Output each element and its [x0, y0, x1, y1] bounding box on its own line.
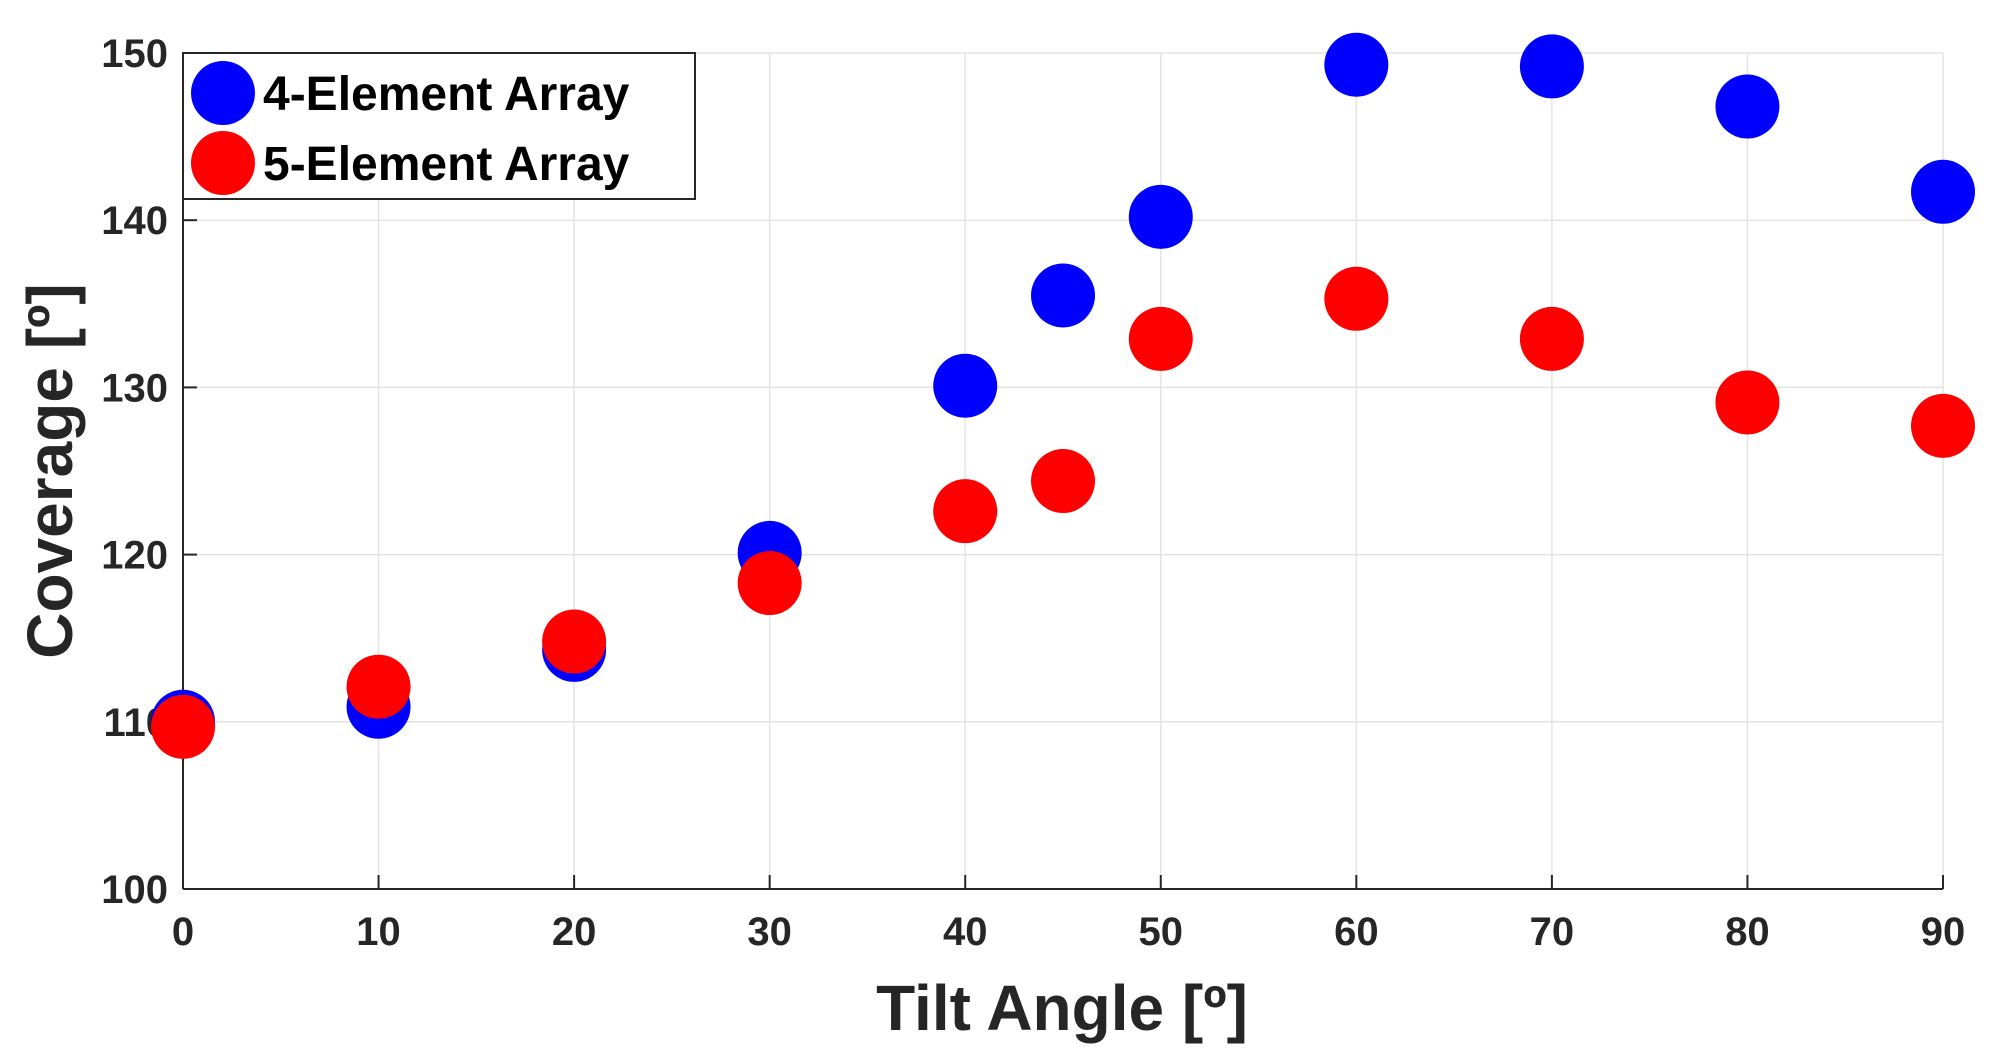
data-point-5-element	[1519, 306, 1584, 371]
data-point-5-element	[151, 694, 215, 759]
legend-label-4-element: 4-Element Array	[263, 68, 630, 121]
data-points	[151, 32, 1975, 759]
y-tick-label: 120	[101, 534, 168, 578]
data-point-4-element	[1128, 184, 1193, 249]
data-point-5-element	[737, 551, 802, 616]
data-point-5-element	[933, 479, 998, 544]
x-tick-label: 20	[552, 910, 597, 954]
legend-marker-4-element	[191, 61, 255, 125]
y-tick-label: 130	[101, 366, 168, 410]
x-tick-label: 50	[1139, 910, 1184, 954]
y-tick-label: 100	[101, 868, 168, 912]
y-tick-label: 150	[101, 32, 168, 76]
data-point-5-element	[346, 654, 411, 719]
data-point-4-element	[1031, 263, 1095, 328]
x-tick-label: 10	[356, 910, 401, 954]
x-tick-label: 90	[1921, 910, 1966, 954]
x-tick-label: 70	[1530, 910, 1575, 954]
data-point-5-element	[1031, 449, 1095, 514]
data-point-5-element	[1715, 370, 1780, 435]
legend-marker-5-element	[191, 131, 255, 195]
data-point-5-element	[1911, 393, 1975, 458]
x-tick-label: 60	[1334, 910, 1379, 954]
data-point-5-element	[542, 609, 607, 674]
data-point-4-element	[1519, 34, 1584, 99]
data-point-5-element	[1128, 306, 1193, 371]
data-point-4-element	[933, 353, 998, 418]
x-tick-label: 40	[943, 910, 988, 954]
data-point-4-element	[1715, 74, 1780, 139]
legend-label-5-element: 5-Element Array	[263, 138, 630, 191]
data-point-5-element	[1324, 266, 1389, 331]
x-tick-label: 0	[172, 910, 194, 954]
x-axis-title: Tilt Angle [º]	[876, 972, 1248, 1044]
data-point-4-element	[1324, 32, 1389, 97]
legend-box	[182, 52, 696, 200]
y-tick-label: 140	[101, 199, 168, 243]
y-axis-title: Coverage [º]	[14, 283, 86, 658]
legend: 4-Element Array 5-Element Array	[182, 52, 696, 200]
x-tick-label: 30	[747, 910, 792, 954]
data-point-4-element	[1911, 159, 1975, 224]
x-tick-label: 80	[1725, 910, 1770, 954]
